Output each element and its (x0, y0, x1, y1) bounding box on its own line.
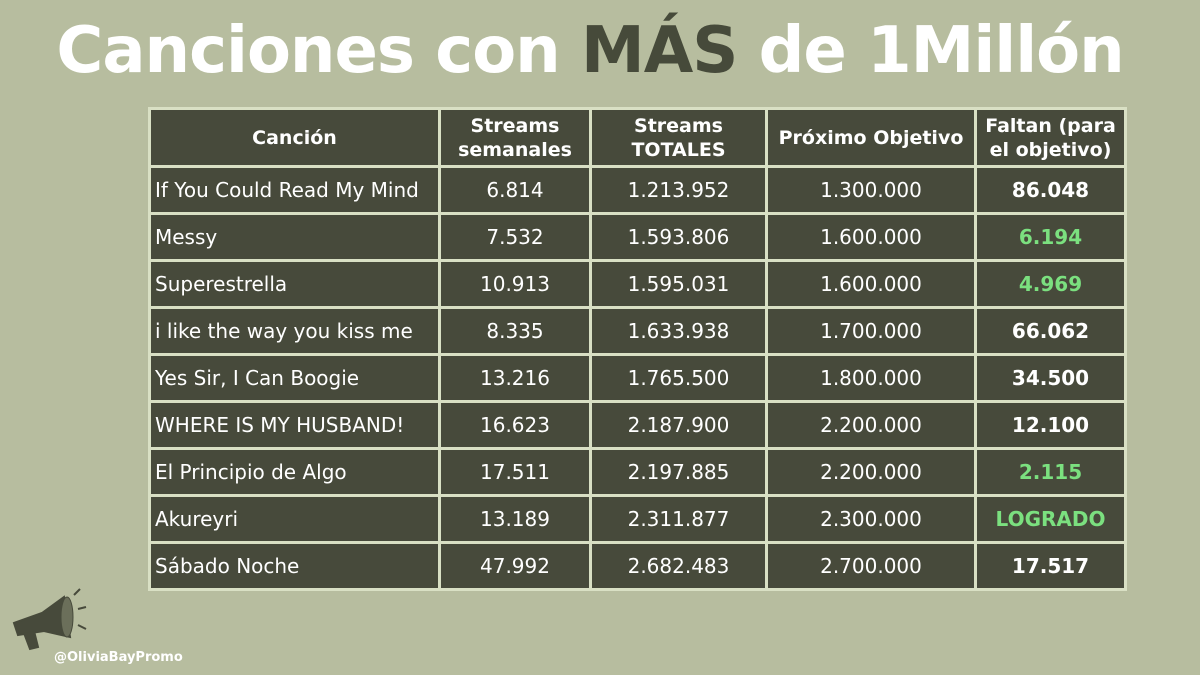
title-highlight: MÁS (581, 14, 738, 88)
watermark: @OliviaBayPromo (54, 650, 183, 665)
table-cell: 2.311.877 (589, 494, 768, 544)
table-cell: 1.213.952 (589, 165, 768, 215)
table-cell: 1.800.000 (765, 353, 977, 403)
table-cell: 66.062 (974, 306, 1127, 356)
table-cell: 10.913 (438, 259, 592, 309)
streams-table: Canción Streams semanales Streams TOTALES P… (148, 107, 1127, 591)
table-cell: 4.969 (974, 259, 1127, 309)
table-cell: 12.100 (974, 400, 1127, 450)
table-cell: 6.814 (438, 165, 592, 215)
table-cell: Yes Sir, I Can Boogie (148, 353, 441, 403)
table-cell: 2.200.000 (765, 400, 977, 450)
table-cell: 2.187.900 (589, 400, 768, 450)
table-cell: 1.700.000 (765, 306, 977, 356)
table-cell: If You Could Read My Mind (148, 165, 441, 215)
table-cell: 34.500 (974, 353, 1127, 403)
table-cell: 2.115 (974, 447, 1127, 497)
table-cell: LOGRADO (974, 494, 1127, 544)
table-row: Sábado Noche 47.992 2.682.483 2.700.000 17.5… (148, 541, 1127, 591)
table-row: WHERE IS MY HUSBAND! 16.623 2.187.900 2.200… (148, 400, 1127, 450)
table-cell: Sábado Noche (148, 541, 441, 591)
table-cell: 2.682.483 (589, 541, 768, 591)
table-cell: 17.511 (438, 447, 592, 497)
table-cell: 86.048 (974, 165, 1127, 215)
table-row: Yes Sir, I Can Boogie 13.216 1.765.500 1.80… (148, 353, 1127, 403)
table-cell: 1.633.938 (589, 306, 768, 356)
table-cell: 1.300.000 (765, 165, 977, 215)
table-cell: 1.600.000 (765, 212, 977, 262)
table-cell: 13.189 (438, 494, 592, 544)
table-row: i like the way you kiss me 8.335 1.633.938… (148, 306, 1127, 356)
table-cell: El Principio de Algo (148, 447, 441, 497)
table-body: If You Could Read My Mind 6.814 1.213.952 1… (148, 165, 1127, 591)
column-header: Streams semanales (438, 107, 592, 168)
table-row: If You Could Read My Mind 6.814 1.213.952 1… (148, 165, 1127, 215)
header-row: Canción Streams semanales Streams TOTALES P… (148, 107, 1127, 168)
column-header: Streams TOTALES (589, 107, 768, 168)
table-row: Superestrella 10.913 1.595.031 1.600.000 4.9… (148, 259, 1127, 309)
megaphone-icon (12, 588, 87, 651)
table-cell: Superestrella (148, 259, 441, 309)
table-cell: Messy (148, 212, 441, 262)
table-cell: 2.700.000 (765, 541, 977, 591)
table-cell: 13.216 (438, 353, 592, 403)
title: Canciones con MÁS de 1Millón (0, 14, 1180, 88)
table-cell: 2.200.000 (765, 447, 977, 497)
table-cell: WHERE IS MY HUSBAND! (148, 400, 441, 450)
column-header: Canción (148, 107, 441, 168)
table-cell: 1.593.806 (589, 212, 768, 262)
table-cell: 16.623 (438, 400, 592, 450)
table-cell: 8.335 (438, 306, 592, 356)
table-cell: 1.595.031 (589, 259, 768, 309)
table-cell: Akureyri (148, 494, 441, 544)
table-cell: 47.992 (438, 541, 592, 591)
table-cell: 1.600.000 (765, 259, 977, 309)
table-cell: i like the way you kiss me (148, 306, 441, 356)
table-row: El Principio de Algo 17.511 2.197.885 2.200… (148, 447, 1127, 497)
table-row: Messy 7.532 1.593.806 1.600.000 6.194 (148, 212, 1127, 262)
table-cell: 7.532 (438, 212, 592, 262)
table-cell: 1.765.500 (589, 353, 768, 403)
title-part: Canciones con (56, 14, 560, 88)
table-row: Akureyri 13.189 2.311.877 2.300.000 LOGRADO (148, 494, 1127, 544)
table-cell: 6.194 (974, 212, 1127, 262)
column-header: Próximo Objetivo (765, 107, 977, 168)
title-part: de 1Millón (758, 14, 1125, 88)
table-cell: 17.517 (974, 541, 1127, 591)
table-cell: 2.300.000 (765, 494, 977, 544)
column-header: Faltan (para el objetivo) (974, 107, 1127, 168)
table-cell: 2.197.885 (589, 447, 768, 497)
